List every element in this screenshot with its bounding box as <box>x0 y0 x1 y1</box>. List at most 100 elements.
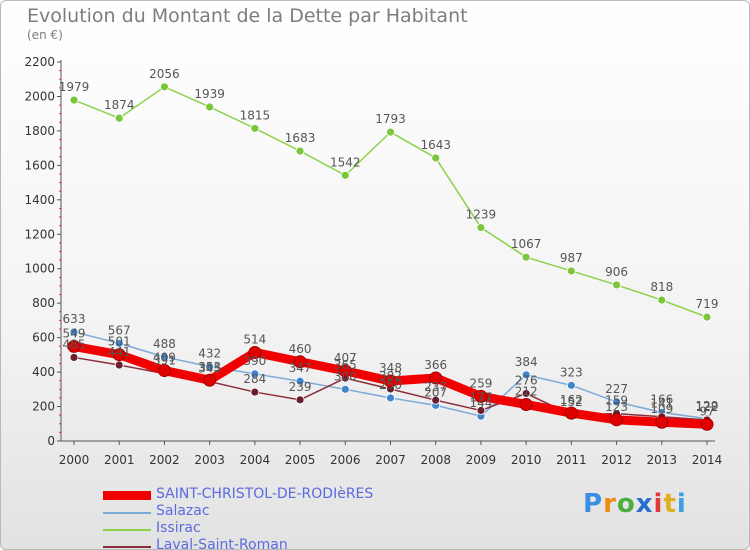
data-point <box>295 395 305 405</box>
logo-letter: t <box>663 489 677 519</box>
data-point <box>203 373 217 387</box>
proxiti-logo: Proxiti <box>583 489 687 519</box>
legend-label: SAINT-CHRISTOL-DE-RODIèRES <box>156 486 374 502</box>
data-point <box>295 376 305 386</box>
x-tick-label: 2012 <box>601 453 632 467</box>
data-point <box>384 374 397 388</box>
data-point <box>476 223 486 232</box>
y-tick-label: 1600 <box>24 158 55 172</box>
data-label: 2056 <box>149 67 180 81</box>
data-label: 123 <box>605 400 628 414</box>
data-point <box>250 387 260 397</box>
x-tick-label: 2001 <box>104 453 135 467</box>
logo-letter: o <box>616 489 636 519</box>
y-tick-label: 600 <box>32 331 55 345</box>
data-point <box>431 395 441 405</box>
data-label: 488 <box>153 337 176 351</box>
data-point <box>610 413 624 427</box>
data-point <box>112 348 126 362</box>
data-point <box>521 370 531 380</box>
data-point <box>700 417 714 431</box>
data-label: 441 <box>108 345 131 359</box>
y-tick-label: 2200 <box>24 55 55 69</box>
data-label: 212 <box>515 384 538 398</box>
x-tick-label: 2002 <box>149 453 180 467</box>
data-point <box>564 406 578 420</box>
data-label: 409 <box>153 351 176 365</box>
data-point <box>340 170 350 180</box>
data-label: 259 <box>469 376 492 390</box>
logo-letter: P <box>583 489 604 519</box>
data-label: 549 <box>63 326 86 340</box>
data-label: 300 <box>334 369 357 383</box>
legend-label: Salazac <box>156 503 210 519</box>
legend-swatch <box>103 512 151 514</box>
data-label: 1643 <box>420 138 451 152</box>
data-label: 1874 <box>104 98 135 112</box>
y-tick-label: 1400 <box>24 193 55 207</box>
data-label: 109 <box>650 402 673 416</box>
data-point <box>157 364 171 378</box>
x-tick-label: 2009 <box>466 453 497 467</box>
y-tick-label: 1000 <box>24 262 55 276</box>
data-label: 1239 <box>466 208 497 222</box>
data-label: 719 <box>696 297 719 311</box>
data-point <box>612 397 621 407</box>
x-tick-label: 2008 <box>420 453 451 467</box>
data-point <box>69 95 79 105</box>
data-label: 514 <box>243 332 266 346</box>
data-label: 391 <box>153 354 176 368</box>
data-point <box>521 389 531 398</box>
data-label: 152 <box>560 395 583 409</box>
x-tick-label: 2006 <box>330 453 361 467</box>
data-point <box>657 295 667 305</box>
logo-letter: r <box>603 489 617 519</box>
data-label: 633 <box>63 312 86 326</box>
legend-swatch <box>103 529 151 531</box>
data-point <box>205 102 215 112</box>
x-tick-label: 2000 <box>59 453 90 467</box>
data-point <box>566 266 576 276</box>
data-point <box>114 338 124 348</box>
data-point <box>476 406 486 415</box>
data-label: 1815 <box>240 108 271 122</box>
data-point <box>338 364 352 378</box>
y-tick-label: 200 <box>32 400 55 414</box>
data-label: 384 <box>515 355 538 369</box>
data-point <box>248 345 262 359</box>
logo-letter: x <box>635 489 654 519</box>
data-point <box>519 397 533 411</box>
data-label: 122 <box>696 400 719 414</box>
x-tick-label: 2014 <box>692 453 723 467</box>
logo-letter: i <box>676 489 687 519</box>
data-label: 144 <box>469 396 492 410</box>
data-point <box>431 153 441 163</box>
x-tick-label: 2011 <box>556 453 587 467</box>
data-label: 1793 <box>375 112 406 126</box>
data-point <box>67 339 81 353</box>
data-label: 347 <box>289 361 312 375</box>
data-label: 177 <box>469 391 492 405</box>
data-point <box>521 252 531 262</box>
y-tick-label: 400 <box>32 365 55 379</box>
data-point <box>702 312 712 322</box>
data-label: 207 <box>424 385 447 399</box>
data-label: 129 <box>696 399 719 413</box>
data-point <box>250 369 260 379</box>
y-tick-label: 1200 <box>24 227 55 241</box>
data-point <box>160 352 169 362</box>
data-point <box>160 82 169 92</box>
y-tick-label: 0 <box>47 434 55 448</box>
chart-subtitle: (en €) <box>27 28 63 42</box>
data-label: 366 <box>424 358 447 372</box>
data-label: 987 <box>560 251 583 265</box>
data-label: 1939 <box>194 87 225 101</box>
data-label: 97 <box>699 404 714 418</box>
data-label: 276 <box>515 373 538 387</box>
data-point <box>386 393 395 403</box>
data-label: 348 <box>379 361 402 375</box>
data-label: 162 <box>560 393 583 407</box>
x-tick-label: 2004 <box>240 453 271 467</box>
data-label: 239 <box>289 380 312 394</box>
